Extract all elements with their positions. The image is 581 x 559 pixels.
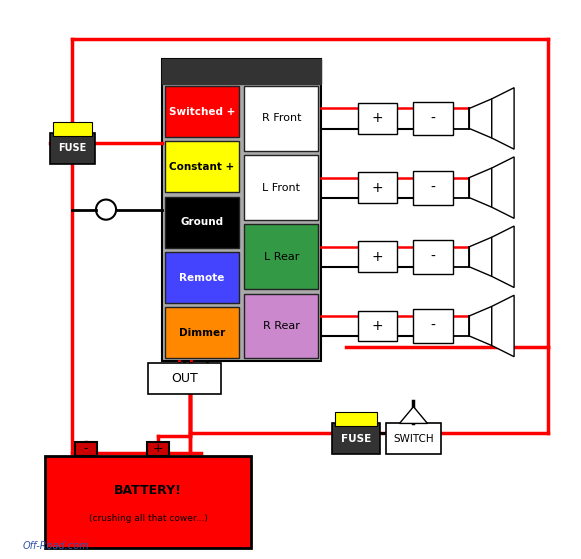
Text: -: - <box>431 111 436 125</box>
Text: Dimmer: Dimmer <box>178 328 225 338</box>
FancyBboxPatch shape <box>414 240 453 274</box>
FancyBboxPatch shape <box>357 241 397 272</box>
FancyBboxPatch shape <box>53 122 92 136</box>
FancyBboxPatch shape <box>162 59 321 84</box>
Text: Ground: Ground <box>180 217 223 227</box>
Text: SWITCH: SWITCH <box>393 434 434 444</box>
FancyBboxPatch shape <box>414 309 453 343</box>
Text: L Rear: L Rear <box>264 252 299 262</box>
Text: -: - <box>431 181 436 195</box>
FancyBboxPatch shape <box>245 224 318 289</box>
FancyBboxPatch shape <box>162 59 321 361</box>
Text: FUSE: FUSE <box>341 434 371 444</box>
FancyBboxPatch shape <box>245 155 318 220</box>
FancyBboxPatch shape <box>335 413 377 426</box>
Text: BATTERY!: BATTERY! <box>114 484 182 497</box>
Text: -: - <box>431 319 436 333</box>
FancyBboxPatch shape <box>357 172 397 203</box>
FancyBboxPatch shape <box>332 424 380 454</box>
FancyBboxPatch shape <box>148 363 221 394</box>
FancyBboxPatch shape <box>45 456 252 548</box>
Text: +: + <box>371 181 383 195</box>
Text: -: - <box>431 250 436 264</box>
Polygon shape <box>469 168 492 207</box>
Text: +: + <box>371 250 383 264</box>
Text: +: + <box>153 442 164 455</box>
Polygon shape <box>492 295 514 357</box>
Polygon shape <box>469 99 492 138</box>
FancyBboxPatch shape <box>357 103 397 134</box>
Text: R Front: R Front <box>261 113 301 124</box>
Polygon shape <box>400 407 428 424</box>
FancyBboxPatch shape <box>165 252 239 303</box>
FancyBboxPatch shape <box>414 102 453 135</box>
Text: Constant +: Constant + <box>169 162 234 172</box>
Text: L Front: L Front <box>263 183 300 193</box>
FancyBboxPatch shape <box>165 86 239 137</box>
Polygon shape <box>492 157 514 219</box>
FancyBboxPatch shape <box>165 197 239 248</box>
Text: Off-Road.com: Off-Road.com <box>22 541 89 551</box>
Text: Switched +: Switched + <box>168 107 235 116</box>
Text: FUSE: FUSE <box>58 143 87 153</box>
Text: Remote: Remote <box>179 273 224 282</box>
Polygon shape <box>469 237 492 276</box>
FancyBboxPatch shape <box>147 442 170 456</box>
Polygon shape <box>492 226 514 287</box>
Polygon shape <box>469 306 492 345</box>
FancyBboxPatch shape <box>386 424 442 454</box>
FancyBboxPatch shape <box>245 293 318 358</box>
Text: (crushing all that cower...): (crushing all that cower...) <box>88 514 207 523</box>
Polygon shape <box>492 88 514 149</box>
FancyBboxPatch shape <box>50 132 95 163</box>
FancyBboxPatch shape <box>245 86 318 151</box>
Text: +: + <box>371 319 383 333</box>
Text: R Rear: R Rear <box>263 321 300 331</box>
FancyBboxPatch shape <box>75 442 97 456</box>
FancyBboxPatch shape <box>165 307 239 358</box>
Text: -: - <box>84 442 88 455</box>
Text: OUT: OUT <box>171 372 198 385</box>
FancyBboxPatch shape <box>357 311 397 342</box>
FancyBboxPatch shape <box>165 141 239 192</box>
FancyBboxPatch shape <box>414 170 453 205</box>
Text: +: + <box>371 111 383 125</box>
